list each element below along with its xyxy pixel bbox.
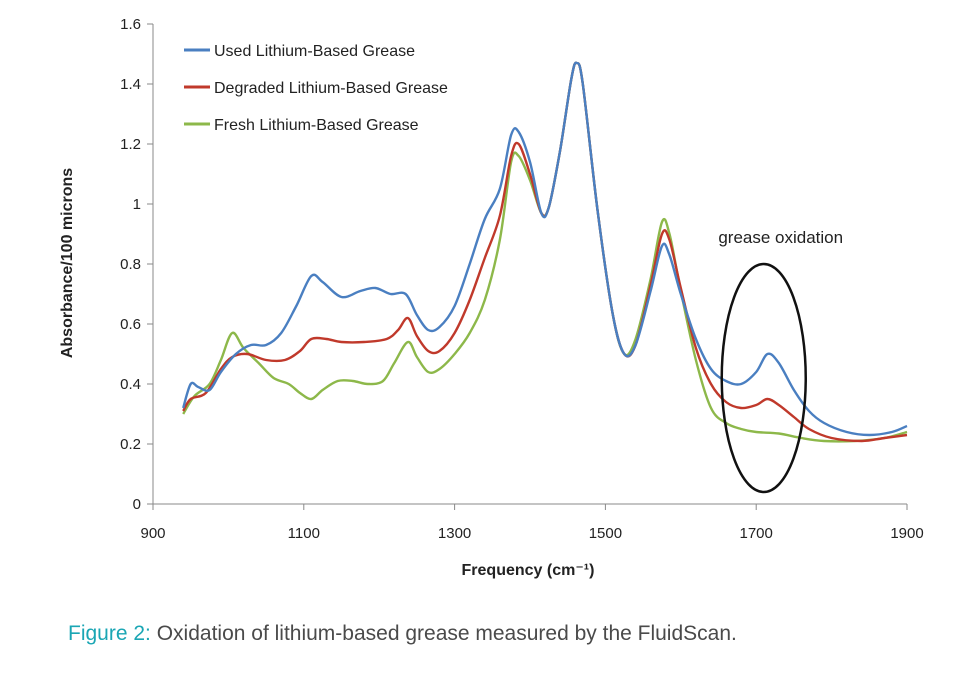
- caption-text: Oxidation of lithium-based grease measur…: [150, 622, 737, 645]
- y-tick-label: 0.8: [120, 256, 141, 273]
- figure-label: Figure 2:: [68, 622, 151, 645]
- oxidation-ellipse: [720, 262, 807, 494]
- x-tick-label: 1500: [589, 525, 622, 542]
- x-tick-label: 900: [140, 525, 165, 542]
- oxidation-annotation-label: grease oxidation: [718, 228, 843, 247]
- y-tick-label: 0: [133, 496, 141, 513]
- x-tick-label: 1700: [740, 525, 773, 542]
- x-tick-label: 1100: [288, 525, 320, 542]
- annotations: grease oxidation: [718, 228, 843, 494]
- legend-label-1: Used Lithium-Based Grease: [214, 43, 415, 60]
- axes: [147, 23, 908, 510]
- series-lines: [182, 61, 908, 443]
- y-tick-label: 1: [133, 196, 141, 213]
- y-tick-label: 1.4: [120, 76, 141, 93]
- tick-labels: 0 0.2 0.4 0.6 0.8 1 1.2 1.4 1.6 900 1100 1300 1500 17…: [120, 16, 924, 542]
- x-tick-label: 1900: [890, 525, 923, 542]
- figure-caption: Figure 2: Oxidation of lithium-based gre…: [68, 622, 928, 646]
- x-axis-title: Frequency (cm⁻¹): [462, 562, 595, 579]
- y-tick-label: 1.2: [120, 136, 141, 153]
- y-tick-label: 1.6: [120, 16, 141, 33]
- legend-label-2: Degraded Lithium-Based Grease: [214, 80, 448, 97]
- legend: Used Lithium-Based Grease Degraded Lithiu…: [184, 43, 448, 134]
- y-tick-label: 0.2: [120, 436, 141, 453]
- y-tick-label: 0.4: [120, 376, 141, 393]
- series-line-3: [182, 61, 908, 443]
- absorbance-chart: 0 0.2 0.4 0.6 0.8 1 1.2 1.4 1.6 900 1100 1300 1500 17…: [59, 16, 924, 579]
- chart-container: 0 0.2 0.4 0.6 0.8 1 1.2 1.4 1.6 900 1100 1300 1500 17…: [59, 16, 924, 579]
- y-axis-title: Absorbance/100 microns: [59, 168, 76, 358]
- series-line-1: [182, 61, 908, 437]
- x-tick-label: 1300: [438, 525, 471, 542]
- y-tick-label: 0.6: [120, 316, 141, 333]
- legend-label-3: Fresh Lithium-Based Grease: [214, 117, 419, 134]
